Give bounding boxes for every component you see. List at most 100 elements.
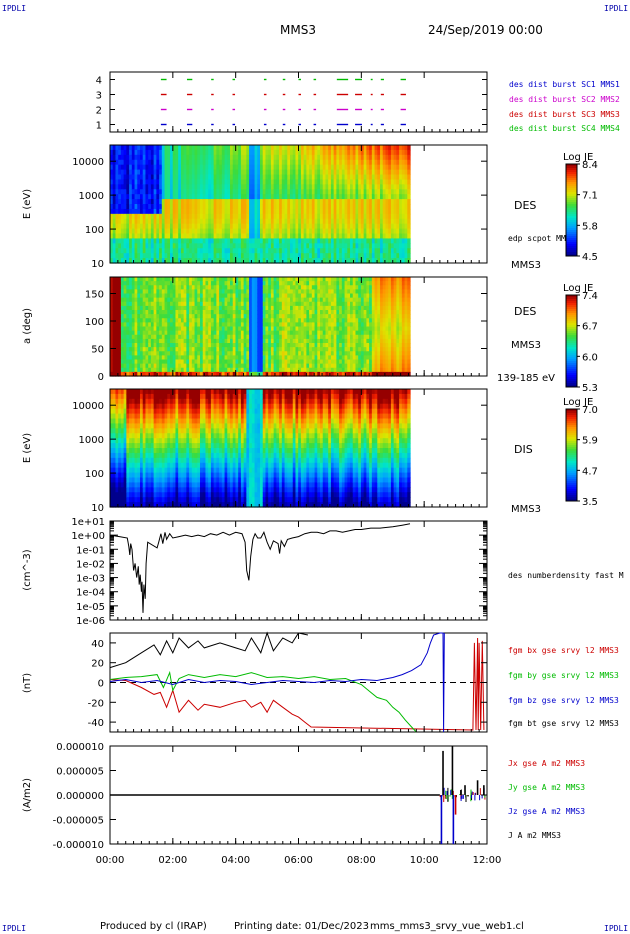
spectrogram-cell bbox=[260, 213, 264, 220]
spectrogram-cell bbox=[150, 258, 155, 264]
spectrogram-cell bbox=[131, 164, 136, 171]
spectrogram-cell bbox=[129, 277, 133, 282]
spectrogram-cell bbox=[311, 371, 316, 377]
spectrogram-cell bbox=[254, 154, 258, 161]
spectrogram-cell bbox=[186, 318, 190, 323]
spectrogram-cell bbox=[238, 371, 242, 377]
spectrogram-cell bbox=[235, 322, 239, 328]
des-energy-spacecraft: MMS3 bbox=[511, 260, 541, 271]
spectrogram-cell bbox=[344, 194, 348, 200]
spectrogram-cell bbox=[355, 159, 359, 166]
spectrogram-cell bbox=[118, 351, 122, 356]
spectrogram-cell bbox=[243, 238, 247, 244]
spectrogram-cell bbox=[279, 363, 283, 369]
spectrogram-cell bbox=[140, 204, 144, 210]
spectrogram-cell bbox=[219, 179, 223, 185]
spectrogram-cell bbox=[178, 289, 182, 295]
spectrogram-cell bbox=[235, 243, 239, 249]
spectrogram-cell bbox=[235, 326, 239, 332]
spectrogram-cell bbox=[366, 223, 370, 230]
spectrogram-cell bbox=[320, 223, 324, 230]
spectrogram-cell bbox=[284, 322, 288, 328]
spectrogram-cell bbox=[314, 258, 318, 264]
spectrogram-cell bbox=[347, 371, 351, 377]
spectrogram-cell bbox=[360, 223, 365, 230]
spectrogram-cell bbox=[191, 189, 196, 195]
spectrogram-cell bbox=[159, 363, 163, 369]
spectrogram-cell bbox=[186, 297, 190, 303]
spectrogram-cell bbox=[126, 238, 130, 244]
spectrogram-cell bbox=[352, 159, 357, 166]
spectrogram-cell bbox=[183, 164, 187, 171]
spectrogram-cell bbox=[309, 326, 313, 332]
spectrogram-cell bbox=[374, 253, 378, 259]
spectrogram-cell bbox=[183, 347, 187, 352]
spectrogram-cell bbox=[246, 338, 250, 344]
spectrogram-cell bbox=[284, 301, 288, 307]
spectrogram-cell bbox=[363, 149, 367, 156]
spectrogram-cell bbox=[170, 338, 174, 344]
spectrogram-cell bbox=[314, 243, 318, 249]
spectrogram-cell bbox=[279, 149, 283, 156]
spectrogram-cell bbox=[322, 322, 327, 328]
spectrogram-cell bbox=[238, 334, 242, 340]
spectrogram-cell bbox=[358, 285, 362, 290]
spectrogram-cell bbox=[235, 248, 239, 254]
spectrogram-cell bbox=[311, 285, 316, 290]
spectrogram-cell bbox=[279, 347, 283, 352]
spectrogram-cell bbox=[240, 314, 245, 319]
spectrogram-cell bbox=[350, 285, 354, 290]
spectrogram-cell bbox=[191, 326, 196, 332]
des-energy-colorbar-swatch bbox=[566, 236, 577, 239]
spectrogram-cell bbox=[300, 228, 305, 235]
spectrogram-cell bbox=[197, 149, 201, 156]
spectrogram-cell bbox=[260, 314, 264, 319]
spectrogram-cell bbox=[322, 359, 327, 365]
spectrogram-cell bbox=[298, 213, 302, 220]
spectrogram-cell bbox=[284, 194, 288, 200]
spectrogram-cell bbox=[219, 149, 223, 156]
spectrogram-cell bbox=[284, 330, 288, 336]
spectrogram-cell bbox=[265, 194, 269, 200]
spectrogram-cell bbox=[150, 318, 155, 323]
spectrogram-cell bbox=[385, 149, 389, 156]
spectrogram-cell bbox=[120, 289, 125, 295]
spectrogram-cell bbox=[150, 310, 155, 315]
spectrogram-cell bbox=[404, 223, 408, 230]
spectrogram-cell bbox=[382, 194, 387, 200]
spectrogram-cell bbox=[210, 301, 215, 307]
spectrogram-cell bbox=[358, 326, 362, 332]
spectrogram-cell bbox=[186, 204, 190, 210]
spectrogram-cell bbox=[265, 213, 269, 220]
spectrogram-cell bbox=[300, 326, 305, 332]
spectrogram-cell bbox=[396, 213, 400, 220]
spectrogram-cell bbox=[150, 351, 155, 356]
spectrogram-cell bbox=[251, 318, 256, 323]
spectrogram-cell bbox=[246, 253, 250, 259]
spectrogram-cell bbox=[287, 228, 291, 235]
spectrogram-cell bbox=[388, 243, 392, 249]
spectrogram-cell bbox=[205, 199, 209, 205]
spectrogram-cell bbox=[243, 289, 247, 295]
spectrogram-cell bbox=[369, 243, 373, 249]
spectrogram-cell bbox=[200, 326, 204, 332]
spectrogram-cell bbox=[284, 277, 288, 282]
spectrogram-cell bbox=[246, 204, 250, 210]
spectrogram-cell bbox=[265, 351, 269, 356]
spectrogram-cell bbox=[131, 149, 136, 156]
spectrogram-cell bbox=[388, 253, 392, 259]
spectrogram-cell bbox=[268, 169, 272, 176]
spectrogram-cell bbox=[268, 277, 272, 282]
spectrogram-cell bbox=[238, 330, 242, 336]
spectrogram-cell bbox=[325, 322, 329, 328]
spectrogram-cell bbox=[164, 189, 168, 195]
spectrogram-cell bbox=[355, 289, 359, 295]
spectrogram-cell bbox=[167, 258, 171, 264]
spectrogram-cell bbox=[328, 367, 332, 373]
spectrogram-cell bbox=[161, 149, 166, 156]
spectrogram-cell bbox=[344, 208, 348, 215]
spectrogram-cell bbox=[292, 318, 297, 323]
spectrogram-cell bbox=[273, 194, 277, 200]
spectrogram-cell bbox=[240, 351, 245, 356]
spectrogram-cell bbox=[131, 248, 136, 254]
